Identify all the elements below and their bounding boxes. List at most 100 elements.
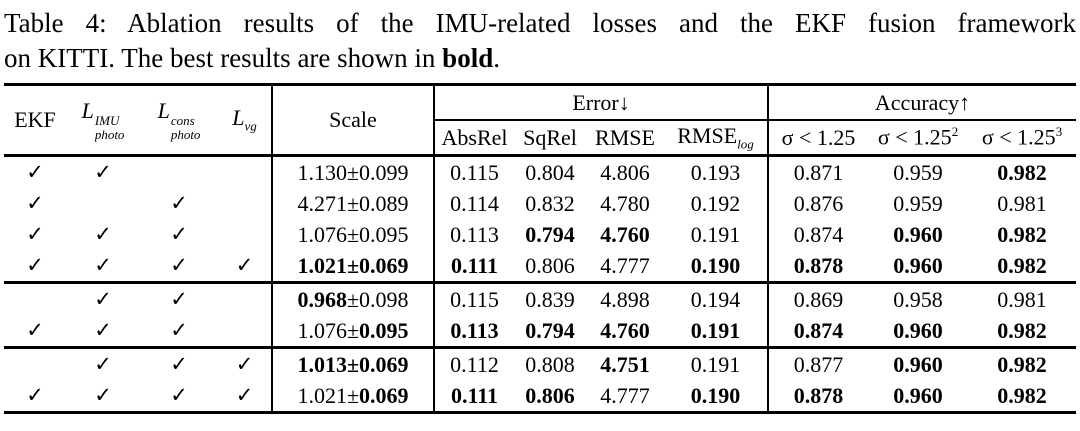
- value-cell: 0.982: [968, 250, 1076, 283]
- math-subscript: vg: [244, 118, 257, 134]
- metric-value: 0.960: [893, 317, 943, 343]
- value-cell: 0.874: [768, 315, 868, 348]
- check-cell: ✓: [66, 346, 140, 380]
- check-cell: ✓: [66, 219, 140, 250]
- value-cell: 0.191: [664, 315, 770, 348]
- scale-value-segment: 1.076±: [297, 317, 360, 343]
- check-icon: ✓: [170, 352, 188, 376]
- check-cell: ✓: [140, 380, 218, 413]
- value-cell: 0.806: [514, 250, 586, 283]
- header-sigma-2: σ < 1.252: [868, 120, 969, 157]
- empty-check-cell: [218, 155, 273, 188]
- value-cell: 0.981: [968, 188, 1076, 219]
- metric-value: 0.981: [997, 190, 1047, 216]
- scale-value-segment: 0.968: [297, 286, 347, 312]
- empty-check-cell: [66, 188, 140, 219]
- check-icon: ✓: [94, 287, 112, 311]
- scale-cell: 1.076±0.095: [272, 219, 435, 250]
- table-row: ✓ ✓ ✓ 1.076±0.095 0.113 0.794 4.760 0.191 0.874 0…: [4, 315, 1076, 348]
- check-icon: ✓: [94, 383, 112, 407]
- metric-value: 0.960: [893, 382, 943, 408]
- value-cell: 4.780: [586, 188, 664, 219]
- header-rmse: RMSE: [586, 120, 664, 157]
- math-symbol: L: [157, 97, 170, 123]
- scale-value-segment: ±0.098: [346, 286, 409, 312]
- check-cell: ✓: [4, 156, 66, 189]
- metric-value: 0.115: [450, 159, 499, 185]
- metric-value: 0.871: [793, 159, 844, 185]
- math-symbol: L: [81, 97, 94, 123]
- math-superscript: cons: [170, 112, 195, 128]
- metric-value: 0.806: [525, 382, 575, 408]
- metric-name: RMSE: [677, 122, 738, 148]
- metric-value: 4.777: [600, 382, 650, 408]
- check-icon: ✓: [235, 253, 254, 277]
- math-subscript: log: [737, 136, 754, 152]
- check-cell: ✓: [66, 250, 140, 283]
- metric-value: 0.982: [997, 317, 1047, 343]
- header-sigma-1: σ < 1.25: [768, 120, 869, 157]
- metric-value: 0.960: [893, 252, 943, 278]
- value-cell: 0.878: [768, 380, 868, 413]
- check-icon: ✓: [26, 253, 44, 277]
- metric-value: 0.111: [450, 382, 499, 408]
- table-row: ✓ ✓ ✓ 1.076±0.095 0.113 0.794 4.760 0.191 0.874 0…: [4, 219, 1076, 250]
- check-cell: ✓: [4, 219, 66, 250]
- metric-value: 4.760: [600, 317, 650, 343]
- value-cell: 0.114: [434, 188, 514, 219]
- check-cell: ✓: [140, 315, 218, 348]
- check-cell: ✓: [4, 315, 66, 348]
- metric-value: 0.982: [997, 159, 1047, 185]
- metric-value: 0.806: [525, 252, 575, 278]
- check-cell: ✓: [4, 188, 66, 219]
- value-cell: 0.194: [664, 281, 770, 315]
- check-icon: ✓: [170, 222, 188, 246]
- scale-cell: 1.130±0.099: [272, 155, 435, 188]
- empty-check-cell: [4, 281, 66, 315]
- check-icon: ✓: [170, 191, 188, 215]
- math-superscript: 2: [951, 124, 959, 140]
- check-cell: ✓: [66, 380, 140, 413]
- table-row: ✓ ✓ 1.130±0.099 0.115 0.804 4.806 0.193 0.871 0.…: [4, 155, 1076, 189]
- metric-value: 0.982: [997, 351, 1047, 377]
- metric-value: 0.960: [893, 221, 943, 247]
- metric-value: 0.115: [450, 286, 499, 312]
- table-row: ✓ ✓ 0.968±0.098 0.115 0.839 4.898 0.194 0.869 0.…: [4, 281, 1077, 315]
- value-cell: 0.190: [664, 380, 770, 413]
- value-cell: 0.981: [968, 281, 1077, 315]
- check-cell: ✓: [140, 250, 218, 283]
- value-cell: 0.832: [514, 188, 586, 219]
- check-cell: ✓: [218, 346, 273, 380]
- scale-cell: 0.968±0.098: [272, 281, 435, 315]
- metric-value: 0.981: [997, 286, 1047, 312]
- metric-value: 0.114: [450, 190, 499, 216]
- check-icon: ✓: [170, 383, 188, 407]
- metric-value: 0.193: [690, 159, 741, 185]
- value-cell: 4.777: [586, 250, 664, 283]
- value-cell: 4.777: [586, 380, 664, 413]
- check-cell: ✓: [218, 380, 273, 413]
- table-row: ✓ ✓ ✓ ✓ 1.021±0.069 0.111 0.806 4.777 0.190 0.878…: [4, 250, 1076, 283]
- check-icon: ✓: [235, 352, 254, 376]
- header-l-photo-imu: L IMU photo: [66, 84, 140, 157]
- check-cell: ✓: [140, 219, 218, 250]
- check-cell: ✓: [66, 156, 140, 189]
- metric-value: 0.982: [997, 382, 1047, 408]
- scale-cell: 1.013±0.069: [272, 346, 435, 380]
- row-group-3: ✓ ✓ ✓ 1.013±0.069 0.112 0.808 4.751 0.191 0.877 0…: [4, 346, 1077, 413]
- scale-value-segment: 4.271±0.089: [297, 190, 409, 216]
- value-cell: 0.871: [768, 156, 868, 189]
- value-cell: 4.760: [586, 315, 664, 348]
- caption-period: .: [493, 43, 500, 73]
- header-sigma-3: σ < 1.253: [968, 120, 1077, 157]
- metric-value: 0.794: [525, 317, 575, 343]
- scale-value-segment: 1.076±0.095: [297, 221, 409, 247]
- empty-check-cell: [218, 188, 273, 219]
- check-cell: ✓: [140, 346, 218, 380]
- value-cell: 0.839: [514, 281, 586, 315]
- value-cell: 4.760: [586, 219, 664, 250]
